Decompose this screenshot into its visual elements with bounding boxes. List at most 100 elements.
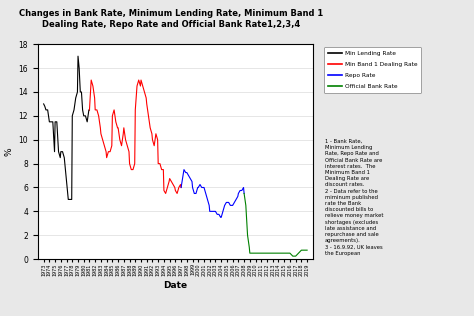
Repo Rate [199,185,205,189]
Repo Rate [216,212,222,216]
Official Bank Rate [276,251,282,255]
Official Bank Rate [253,251,258,255]
Official Bank Rate [301,248,307,252]
Official Bank Rate [284,251,290,255]
Repo Rate [203,191,209,195]
Min Lending Rate [54,120,60,124]
Repo Rate [195,185,201,189]
Repo Rate [181,168,187,172]
Repo Rate [197,183,203,186]
Min Lending Rate [75,54,81,58]
Official Bank Rate [296,251,301,255]
Min Lending Rate [45,108,51,112]
Official Bank Rate [258,251,264,255]
Min Lending Rate [71,108,77,112]
Min Band 1 Dealing Rate [163,191,168,195]
Min Lending Rate [67,198,73,201]
Official Bank Rate [293,254,299,258]
Repo Rate [230,204,236,207]
Repo Rate [189,179,195,183]
Repo Rate [219,216,224,219]
Min Lending Rate [50,120,55,124]
Min Band 1 Dealing Rate [88,78,94,82]
Min Lending Rate [82,114,88,118]
Repo Rate [229,204,235,207]
Min Lending Rate [62,156,67,160]
Repo Rate [226,201,231,204]
Min Lending Rate [86,108,92,112]
Repo Rate [236,191,241,195]
Min Lending Rate [65,198,71,201]
Line: Official Bank Rate: Official Bank Rate [244,193,307,256]
Min Lending Rate [69,198,74,201]
Repo Rate [206,204,212,207]
Repo Rate [184,171,190,174]
Repo Rate [183,171,189,174]
Repo Rate [178,185,184,189]
Repo Rate [187,177,193,180]
Min Lending Rate [48,120,54,124]
Repo Rate [218,216,223,219]
Official Bank Rate [299,248,304,252]
Repo Rate [195,185,201,189]
Min Lending Rate [63,174,69,178]
Official Bank Rate [287,251,293,255]
Official Bank Rate [255,251,261,255]
Min Lending Rate [79,90,84,94]
Official Bank Rate [261,251,267,255]
Line: Min Band 1 Dealing Rate: Min Band 1 Dealing Rate [90,80,181,193]
Repo Rate [190,185,195,189]
Min Lending Rate [84,120,90,124]
Official Bank Rate [273,251,278,255]
Repo Rate [235,195,241,198]
Min Lending Rate [42,104,48,108]
Line: Min Lending Rate: Min Lending Rate [44,56,90,199]
Min Lending Rate [76,66,82,70]
Min Lending Rate [60,150,65,154]
Official Bank Rate [243,204,249,207]
Text: 1 - Bank Rate,
Minimum Lending
Rate, Repo Rate and
Official Bank Rate are
intere: 1 - Bank Rate, Minimum Lending Rate, Rep… [325,139,383,256]
Repo Rate [205,198,210,201]
Min Lending Rate [81,114,87,118]
Min Band 1 Dealing Rate [136,78,142,82]
Official Bank Rate [245,233,250,237]
Official Bank Rate [264,251,270,255]
Min Lending Rate [73,96,79,100]
Repo Rate [210,210,216,213]
Text: Changes in Bank Rate, Minimum Lending Rate, Minimum Band 1
Dealing Rate, Repo Ra: Changes in Bank Rate, Minimum Lending Ra… [18,9,323,29]
Repo Rate [224,201,229,204]
Repo Rate [212,210,218,213]
Official Bank Rate [304,248,310,252]
Min Band 1 Dealing Rate [127,162,132,166]
X-axis label: Date: Date [164,281,187,290]
Min Band 1 Dealing Rate [176,185,182,189]
Min Lending Rate [57,156,63,160]
Repo Rate [241,185,246,189]
Min Lending Rate [58,150,64,154]
Repo Rate [209,210,214,213]
Repo Rate [220,210,226,213]
Min Lending Rate [41,102,46,106]
Official Bank Rate [290,254,296,258]
Official Bank Rate [270,251,275,255]
Y-axis label: %: % [4,147,13,156]
Min Lending Rate [77,90,83,94]
Repo Rate [207,210,213,213]
Min Band 1 Dealing Rate [115,126,121,130]
Repo Rate [201,185,207,189]
Repo Rate [186,174,191,178]
Official Bank Rate [247,251,253,255]
Min Lending Rate [52,150,57,154]
Repo Rate [228,204,233,207]
Repo Rate [193,191,199,195]
Official Bank Rate [279,251,284,255]
Min Lending Rate [43,108,49,112]
Min Lending Rate [46,120,52,124]
Repo Rate [201,185,206,189]
Official Bank Rate [282,251,287,255]
Min Band 1 Dealing Rate [178,185,184,189]
Repo Rate [214,212,220,216]
Min Band 1 Dealing Rate [109,114,115,118]
Repo Rate [233,198,239,201]
Min Lending Rate [80,108,85,112]
